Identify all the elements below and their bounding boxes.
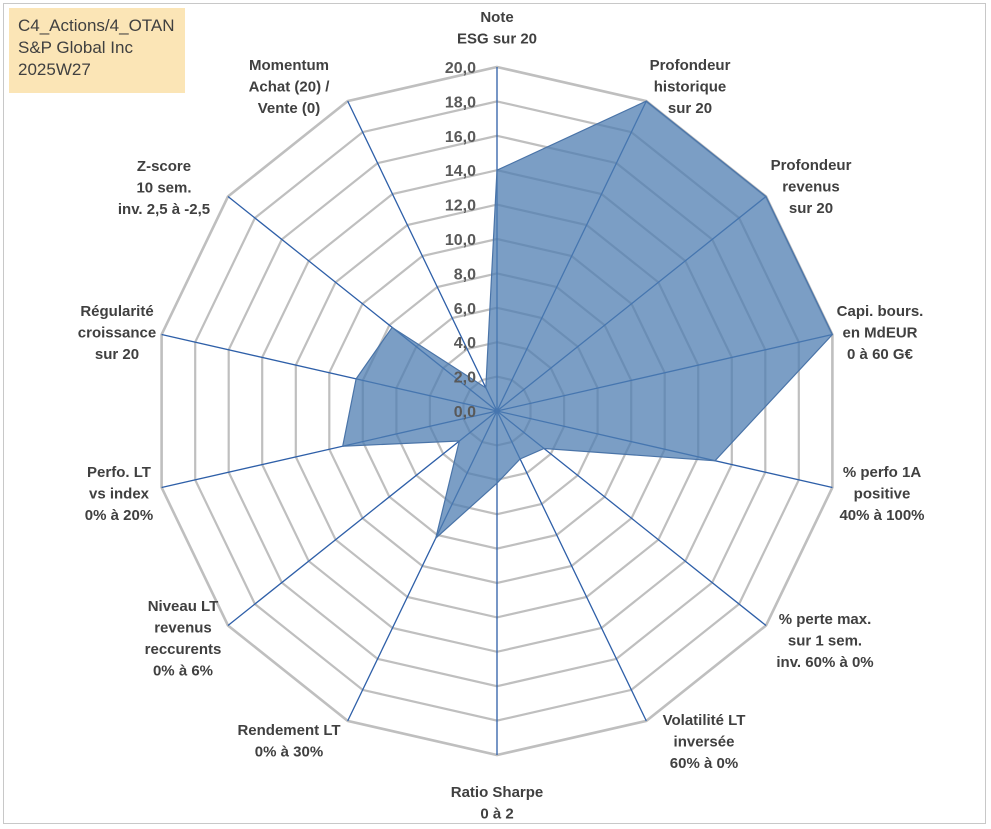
tick-label: 0,0 (454, 404, 476, 421)
axis-label-line: % perfo 1A (843, 464, 922, 481)
axis-label-line: Rendement LT (237, 722, 340, 739)
axis-label: Ratio Sharpe 0 à 2 (451, 784, 544, 823)
axis-label-line: croissance (78, 325, 156, 342)
axis-label-line: % perte max. (779, 611, 872, 628)
axis-label-line: reccurents (145, 641, 222, 658)
axis-label: % perfo 1A positive 40% à 100% (839, 464, 924, 524)
axis-label-line: ESG sur 20 (457, 31, 537, 48)
axis-label-line: Profondeur (650, 57, 731, 74)
axis-labels: Note ESG sur 20 Profondeur historique sur 20… (78, 9, 925, 823)
axis-label-line: revenus (154, 620, 212, 637)
axis-line (227, 410, 498, 627)
radar-series (341, 100, 834, 540)
axis-label-line: en MdEUR (843, 325, 918, 342)
axis-label-line: inversée (674, 734, 735, 751)
axis-label-line: sur 20 (789, 200, 833, 217)
axis-label-line: 0% à 30% (255, 744, 323, 761)
axis-label: Perfo. LT vs index 0% à 20% (85, 464, 153, 524)
axis-label: Z-score 10 sem. inv. 2,5 à -2,5 (118, 158, 210, 218)
axis-label: Niveau LT revenus reccurents 0% à 6% (145, 598, 222, 680)
tick-label: 6,0 (454, 301, 476, 318)
axis-label-line: 0% à 20% (85, 507, 153, 524)
axis-label-line: Niveau LT (148, 598, 219, 615)
axis-label-line: sur 1 sem. (788, 633, 862, 650)
axis-label-line: Note (480, 9, 513, 26)
axis-label-line: Vente (0) (258, 100, 321, 117)
radial-tick-labels: 0,0 2,0 4,0 6,0 8,0 10,0 12,0 14,0 16,0 18,0 20,0 (445, 60, 476, 421)
axis-label-line: historique (654, 79, 727, 96)
axis-label-line: 0% à 6% (153, 663, 213, 680)
tick-label: 18,0 (445, 94, 476, 111)
axis-label-line: revenus (782, 179, 840, 196)
tick-label: 2,0 (454, 370, 476, 387)
tick-label: 20,0 (445, 60, 476, 77)
tick-label: 8,0 (454, 266, 476, 283)
series-area (341, 100, 834, 540)
axis-label-line: sur 20 (95, 346, 139, 363)
axis-label: Capi. bours. en MdEUR 0 à 60 G€ (837, 303, 924, 363)
axis-label-line: sur 20 (668, 100, 712, 117)
axis-label-line: Perfo. LT (87, 464, 151, 481)
axis-label-line: Régularité (80, 303, 153, 320)
axis-label-line: positive (854, 486, 911, 503)
tick-label: 16,0 (445, 129, 476, 146)
tick-label: 10,0 (445, 232, 476, 249)
tick-label: 4,0 (454, 335, 476, 352)
info-line-portfolio: C4_Actions/4_OTAN (18, 16, 175, 35)
tick-label: 14,0 (445, 163, 476, 180)
axis-label: Profondeur historique sur 20 (650, 57, 731, 117)
axis-label-line: inv. 60% à 0% (776, 654, 873, 671)
axis-label: Note ESG sur 20 (457, 9, 537, 48)
axis-label-line: Ratio Sharpe (451, 784, 544, 801)
info-line-week: 2025W27 (18, 60, 91, 79)
axis-label-line: 0 à 60 G€ (847, 346, 914, 363)
axis-label: Rendement LT 0% à 30% (237, 722, 340, 761)
info-box: C4_Actions/4_OTAN S&P Global Inc 2025W27 (9, 8, 185, 93)
axis-label: Momentum Achat (20) / Vente (0) (249, 57, 331, 117)
axis-label-line: Capi. bours. (837, 303, 924, 320)
axis-label-line: Profondeur (771, 157, 852, 174)
axis-label-line: 0 à 2 (480, 806, 513, 823)
axis-label-line: Z-score (137, 158, 191, 175)
tick-label: 12,0 (445, 198, 476, 215)
axis-label: Profondeur revenus sur 20 (771, 157, 852, 217)
axis-line (347, 100, 498, 412)
axis-label: % perte max. sur 1 sem. inv. 60% à 0% (776, 611, 873, 671)
axis-label-line: 60% à 0% (670, 755, 738, 772)
axis-label-line: Achat (20) / (249, 79, 331, 96)
axis-label-line: inv. 2,5 à -2,5 (118, 201, 210, 218)
axis-label-line: Momentum (249, 57, 329, 74)
info-line-company: S&P Global Inc (18, 38, 133, 57)
axis-label-line: 40% à 100% (839, 507, 924, 524)
axis-line (496, 410, 647, 722)
axis-label: Régularité croissance sur 20 (78, 303, 156, 363)
axis-label-line: 10 sem. (136, 180, 191, 197)
axis-label-line: Volatilité LT (663, 712, 746, 729)
axis-label: Volatilité LT inversée 60% à 0% (663, 712, 746, 772)
axis-label-line: vs index (89, 486, 150, 503)
